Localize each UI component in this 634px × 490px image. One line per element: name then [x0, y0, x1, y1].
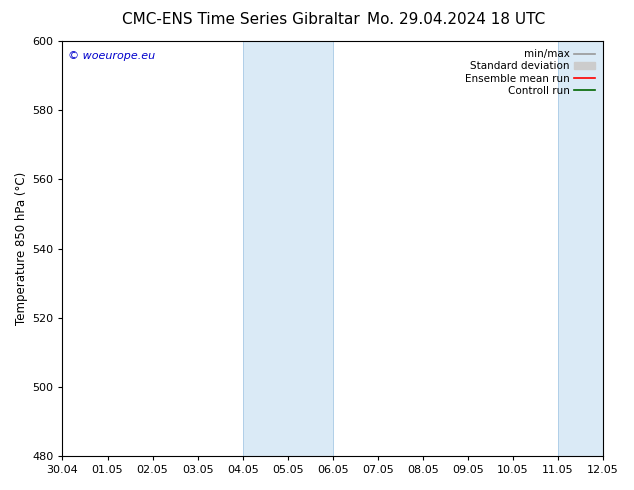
Bar: [558, 41, 603, 456]
Text: CMC-ENS Time Series Gibraltar: CMC-ENS Time Series Gibraltar: [122, 12, 360, 27]
Text: Mo. 29.04.2024 18 UTC: Mo. 29.04.2024 18 UTC: [367, 12, 546, 27]
Text: © woeurope.eu: © woeurope.eu: [68, 51, 155, 61]
Legend: min/max, Standard deviation, Ensemble mean run, Controll run: min/max, Standard deviation, Ensemble me…: [462, 46, 598, 99]
Y-axis label: Temperature 850 hPa (°C): Temperature 850 hPa (°C): [15, 172, 28, 325]
Bar: [243, 41, 333, 456]
